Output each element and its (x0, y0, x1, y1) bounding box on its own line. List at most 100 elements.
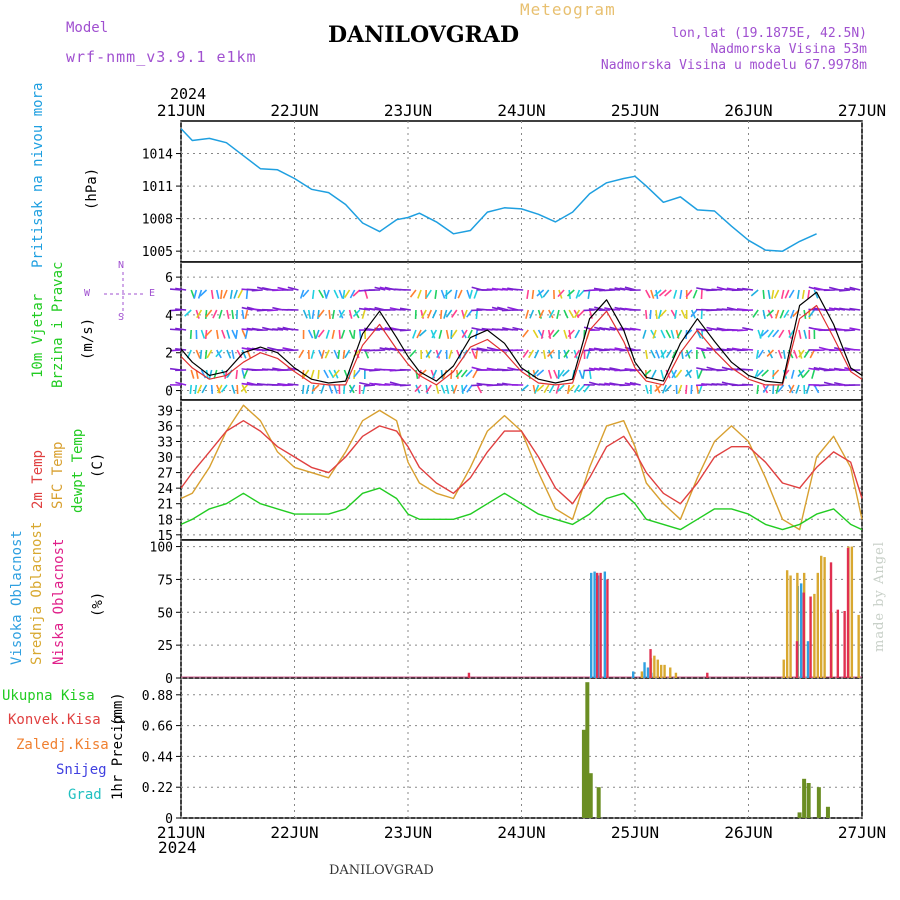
wind-arrow-531 (619, 349, 631, 352)
wind-arrow-443 (548, 384, 555, 394)
wind-arrow-675 (742, 348, 754, 351)
compass-east: E (149, 288, 156, 299)
wind-arrow-27 (199, 349, 203, 360)
wind-arrow-83 (240, 384, 248, 393)
wind-arrow-674 (742, 326, 754, 331)
wind-arrow-29 (196, 384, 203, 394)
wind-arrow-648 (721, 288, 733, 291)
wind-arrow-439 (548, 309, 555, 319)
cloud-bar-s0-26 (806, 641, 810, 678)
cloud-bar-s0-10 (646, 667, 650, 678)
wind-arrow-455 (557, 384, 565, 392)
wind-arrow-363 (476, 347, 488, 351)
wind-arrow-65 (231, 384, 236, 394)
ytick-p4-0: 0 (165, 812, 173, 827)
wind-arrow-223 (358, 307, 371, 311)
wind-ylabel-sub: Brzina i Pravac (50, 261, 66, 388)
wind-arrow-60 (229, 289, 233, 300)
wind-arrow-16 (190, 369, 195, 379)
wind-arrow-3 (169, 349, 182, 352)
cloud-bar-s0-9 (643, 662, 646, 678)
wind-arrow-309 (436, 349, 443, 359)
wind-arrow-300 (434, 289, 438, 300)
wind-arrow-464 (567, 329, 575, 338)
wind-arrow-489 (583, 349, 595, 352)
wind-arrow-512 (604, 327, 616, 331)
wind-arrow-307 (439, 309, 443, 320)
cloud-bar-s1-18 (782, 659, 785, 678)
wind-arrow-709 (779, 309, 785, 319)
lonlat-text: lon,lat (19.1875E, 42.5N) (671, 26, 867, 41)
dewpoint-line (180, 487, 863, 531)
wind-arrow-546 (645, 289, 651, 299)
panel-frame-2 (180, 399, 863, 541)
wind-arrow-470 (574, 329, 581, 339)
wind-arrow-585 (671, 349, 678, 359)
wind-arrow-398 (507, 328, 519, 331)
wind-arrow-26 (200, 329, 206, 339)
wind-arrow-600 (685, 289, 693, 298)
x-tick-bottom-4: 25JUN (611, 823, 659, 842)
wind-arrow-150 (302, 289, 310, 298)
wind-arrow-726 (796, 289, 800, 300)
wind-arrow-579 (665, 349, 672, 359)
wind-arrow-672 (742, 287, 754, 291)
wind-arrow-426 (536, 289, 545, 297)
wind-arrow-51 (215, 349, 223, 358)
credit-text: made by Angel (872, 541, 887, 652)
wind-arrow-566 (660, 329, 666, 339)
wind-arrow-608 (696, 329, 702, 339)
wind-arrow-164 (315, 329, 320, 339)
wind-arrow-553 (649, 309, 652, 320)
wind-arrow-539 (624, 382, 636, 386)
wind-arrow-54 (222, 289, 228, 299)
wind-arrow-475 (577, 309, 586, 317)
cloud-bar-s1-16 (674, 672, 678, 678)
ytick-p2-8: 39 (157, 404, 173, 419)
wind-arrow-204 (349, 289, 356, 299)
wind-arrow-318 (444, 289, 453, 297)
wind-arrow-427 (538, 309, 545, 319)
wind-arrow-351 (475, 349, 479, 360)
wind-arrow-767 (818, 384, 830, 387)
panel-frame-0 (180, 120, 863, 263)
wind-arrow-324 (454, 289, 458, 299)
wind-arrow-62 (231, 329, 237, 339)
x-tick-top-4: 25JUN (611, 101, 659, 120)
wind-arrow-310 (440, 369, 444, 380)
wind-arrow-731 (795, 384, 800, 394)
wind-arrow-167 (311, 384, 320, 392)
wind-arrow-425 (534, 384, 540, 394)
wind-arrow-428 (540, 329, 545, 339)
wind-arrow-118 (267, 368, 279, 371)
wind-arrow-210 (352, 289, 361, 297)
wind-arrow-728 (798, 329, 802, 339)
wind-arrow-469 (573, 309, 581, 319)
wind-arrow-53 (217, 384, 223, 394)
wind-arrow-410 (522, 329, 529, 338)
ytick-p2-7: 36 (157, 420, 173, 435)
wind-arrow-713 (777, 384, 785, 393)
wind-arrow-423 (533, 349, 540, 359)
wind-arrow-699 (766, 349, 775, 357)
wind-arrow-174 (325, 289, 330, 299)
wind-arrow-55 (226, 309, 230, 319)
panel-frame-3 (180, 539, 863, 679)
wind-arrow-147 (298, 349, 305, 359)
x-tick-bottom-6: 27JUN (838, 823, 886, 842)
temp-ylabel-sub: SFC Temp (50, 441, 66, 509)
wind-arrow-525 (614, 347, 626, 351)
cloud-bar-s2-1 (596, 572, 599, 678)
wind-arrow-549 (644, 349, 649, 360)
wind-ylabel: 10m Vjetar (30, 293, 46, 378)
wind-arrow-240 (374, 286, 386, 291)
wind-arrow-342 (468, 289, 473, 299)
wind-arrow-353 (476, 384, 483, 394)
wind-arrow-39 (206, 349, 213, 359)
precip-bar-4 (596, 787, 601, 818)
wind-arrow-301 (431, 309, 438, 319)
wind-arrow-87 (241, 347, 253, 351)
wind-arrow-25 (196, 309, 203, 319)
compass-west: W (84, 288, 91, 299)
cloud-bar-s1-15 (669, 667, 672, 678)
